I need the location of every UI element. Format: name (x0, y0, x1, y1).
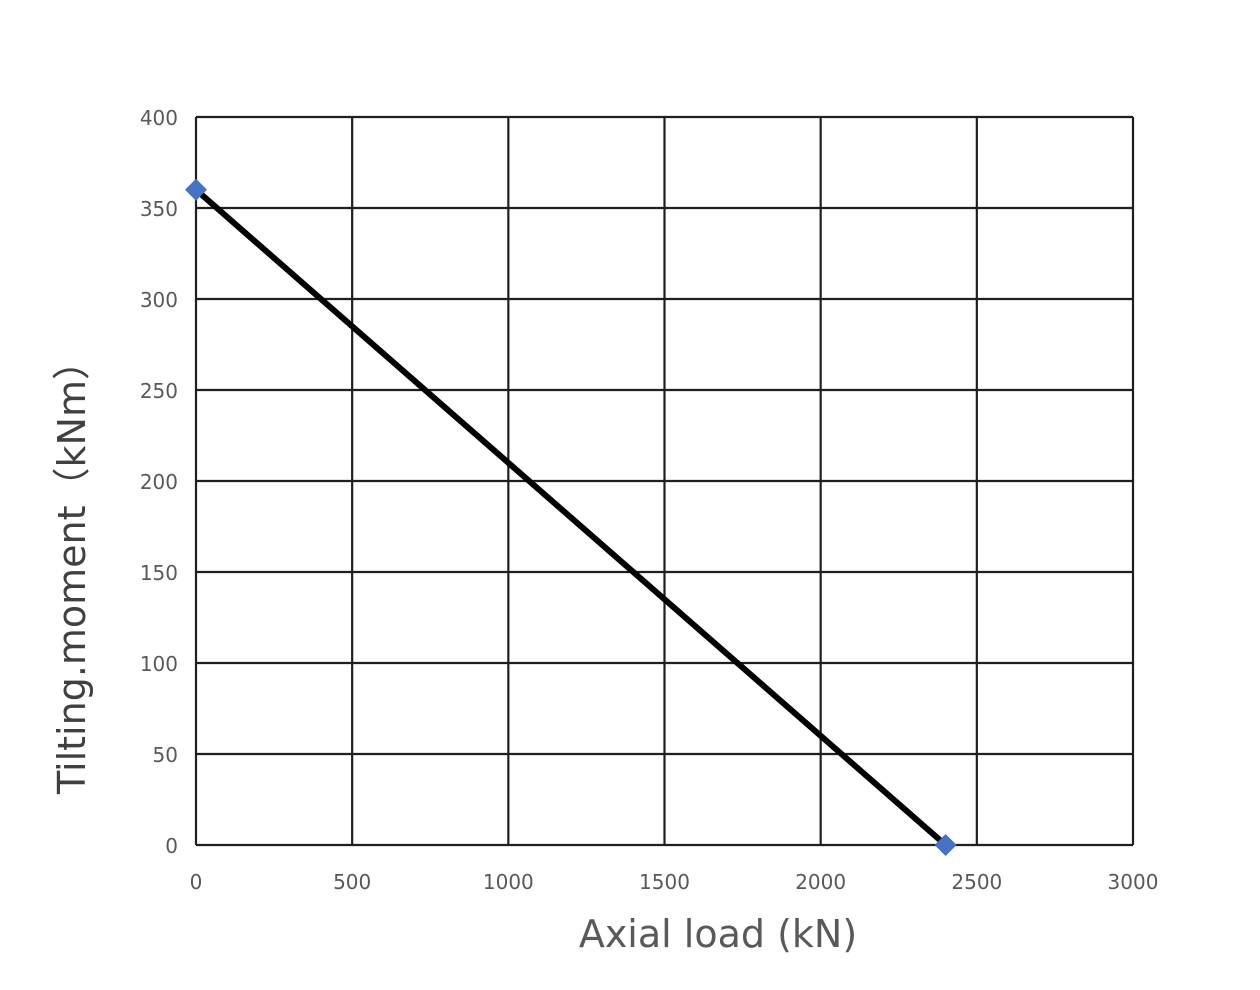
x-tick-label: 500 (333, 870, 371, 894)
y-tick-label: 200 (140, 470, 178, 494)
y-tick-label: 0 (165, 834, 178, 858)
y-tick-label: 50 (153, 743, 178, 767)
y-axis-title: Tilting.moment（kNm） (50, 342, 94, 795)
x-axis-ticks: 0 500 1000 1500 2000 2500 3000 (190, 870, 1159, 894)
x-tick-label: 1500 (639, 870, 690, 894)
series-line (193, 186, 949, 848)
x-tick-label: 2000 (795, 870, 846, 894)
x-tick-label: 3000 (1108, 870, 1159, 894)
grid (194, 115, 1135, 847)
y-tick-label: 250 (140, 379, 178, 403)
x-axis-title: Axial load (kN) (579, 912, 857, 956)
y-tick-label: 350 (140, 197, 178, 221)
series (185, 178, 957, 856)
y-tick-label: 300 (140, 288, 178, 312)
y-tick-label: 150 (140, 561, 178, 585)
y-tick-label: 400 (140, 106, 178, 130)
data-point-marker (934, 834, 957, 856)
x-tick-label: 1000 (483, 870, 534, 894)
x-tick-label: 2500 (951, 870, 1002, 894)
y-tick-label: 100 (140, 652, 178, 676)
y-axis-ticks: 0 50 100 150 200 250 300 350 400 (140, 106, 178, 858)
data-point-marker (185, 178, 207, 201)
x-tick-label: 0 (190, 870, 203, 894)
